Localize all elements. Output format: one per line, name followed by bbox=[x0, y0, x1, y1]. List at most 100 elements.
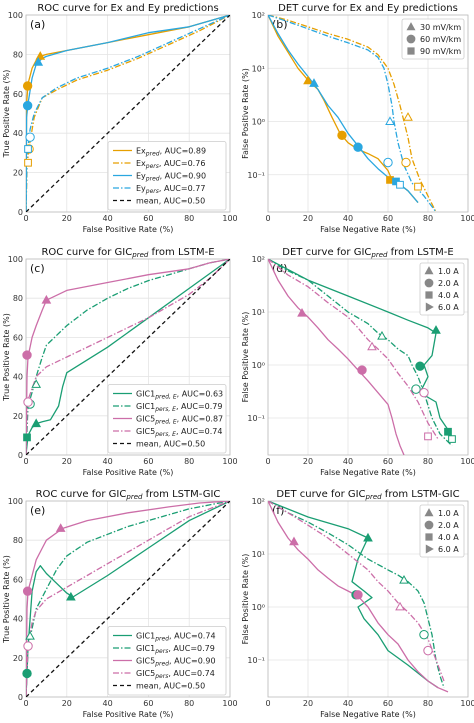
chart-title-sub: pred bbox=[125, 493, 143, 501]
legend-box bbox=[107, 626, 227, 696]
x-tick-label: 20 bbox=[62, 214, 72, 223]
data-marker-circle bbox=[357, 365, 367, 375]
x-tick-label: 80 bbox=[184, 214, 194, 223]
legend-suffix: , AUC=0.74 bbox=[168, 669, 215, 678]
legend-name: GIC1 bbox=[136, 632, 155, 641]
chart-title-text: DET curve for GIC bbox=[282, 247, 371, 258]
y-tick-label: 10¹ bbox=[252, 308, 265, 317]
x-axis-label: False Positive Rate (%) bbox=[83, 225, 174, 234]
data-marker-triangle bbox=[289, 536, 299, 546]
y-tick-label: 0 bbox=[18, 451, 23, 460]
y-tick-label: 40 bbox=[13, 373, 23, 382]
y-tick-label: 0 bbox=[18, 693, 23, 702]
legend-box bbox=[107, 141, 227, 211]
data-marker-square bbox=[396, 180, 404, 189]
data-marker-circle bbox=[22, 668, 32, 679]
legend-box bbox=[401, 18, 465, 60]
data-marker-triangle bbox=[31, 379, 42, 388]
legend-sub: pred, E bbox=[154, 394, 177, 401]
legend-sub: pers bbox=[145, 163, 159, 170]
legend-marker-triangle bbox=[424, 508, 434, 517]
legend-name: Ex bbox=[136, 159, 146, 168]
legend-marker-circle bbox=[406, 34, 416, 44]
data-marker-circle bbox=[383, 157, 393, 168]
y-tick-label: 20 bbox=[13, 412, 23, 421]
legend-sub: pers, E bbox=[154, 406, 176, 413]
chart-title-sub: pred bbox=[370, 251, 388, 259]
series-line-gic1-pred bbox=[268, 259, 453, 440]
x-axis-label: False Negative Rate (%) bbox=[320, 225, 416, 234]
legend-suffix: , AUC=0.50 bbox=[159, 440, 206, 449]
y-tick-label: 40 bbox=[13, 615, 23, 624]
chart-title-text: ROC curve for GIC bbox=[36, 489, 127, 500]
legend-name: Ex bbox=[136, 147, 146, 156]
chart-panel-f: 0 20 40 60 80 100 10⁻¹ 10⁰ 10¹ 10² False Negative … bbox=[241, 489, 474, 719]
x-tick-label: 0 bbox=[265, 699, 270, 708]
x-axis-label: False Positive Rate (%) bbox=[83, 710, 174, 719]
y-tick-label: 20 bbox=[13, 169, 23, 178]
x-tick-label: 100 bbox=[222, 214, 237, 223]
x-tick-label: 0 bbox=[265, 214, 270, 223]
x-tick-label: 100 bbox=[222, 699, 237, 708]
series-line-gic5 bbox=[26, 259, 230, 455]
panel-label: (a) bbox=[30, 18, 45, 31]
legend-name: mean bbox=[136, 440, 159, 449]
series-line-mean bbox=[26, 15, 230, 212]
y-axis-label: True Positive Rate (%) bbox=[2, 313, 11, 402]
plot-frame bbox=[267, 14, 469, 213]
data-marker-triangle bbox=[303, 75, 313, 85]
data-marker-triangle bbox=[31, 418, 42, 428]
series-line-gic1 bbox=[26, 259, 230, 455]
legend-entry: GIC5pers, E, AUC=0.74 bbox=[136, 427, 222, 438]
legend-name: Ey bbox=[136, 172, 146, 181]
data-marker-circle bbox=[423, 645, 433, 656]
x-tick-label: 40 bbox=[103, 457, 113, 466]
x-tick-label: 20 bbox=[303, 457, 313, 466]
data-marker-circle bbox=[353, 590, 363, 600]
plot-frame bbox=[25, 500, 231, 698]
x-tick-label: 60 bbox=[383, 214, 393, 223]
chart-title-tail: from LSTM-GIC bbox=[382, 489, 460, 500]
legend-name: GIC1 bbox=[136, 644, 155, 653]
legend-name: GIC5 bbox=[136, 669, 155, 678]
legend-entry: GIC1pers, AUC=0.79 bbox=[136, 644, 215, 655]
legend-sub: pred, E bbox=[154, 419, 177, 426]
chart-title-text: ROC curve for GIC bbox=[41, 247, 132, 258]
series-line-mean bbox=[26, 501, 230, 697]
chart-title-tail: from LSTM-E bbox=[387, 247, 453, 258]
legend-suffix: , AUC=0.87 bbox=[177, 415, 224, 424]
data-marker-square bbox=[23, 433, 31, 442]
legend-marker-square bbox=[425, 533, 433, 541]
x-tick-label: 20 bbox=[62, 699, 72, 708]
data-marker-circle bbox=[419, 387, 429, 398]
data-marker-triangle bbox=[399, 574, 409, 584]
legend-name: mean bbox=[136, 682, 159, 691]
x-tick-label: 100 bbox=[460, 214, 474, 223]
y-tick-label: 80 bbox=[13, 294, 23, 303]
x-tick-label: 80 bbox=[423, 214, 433, 223]
panel-label: (e) bbox=[30, 504, 45, 517]
y-tick-label: 10⁰ bbox=[252, 118, 265, 127]
legend-marker-circle bbox=[424, 520, 434, 530]
x-tick-label: 0 bbox=[23, 699, 28, 708]
chart-title-text: DET curve for Ex and Ey predictions bbox=[278, 3, 458, 14]
legend-entry: 4.0 A bbox=[438, 533, 459, 542]
legend-suffix: , AUC=0.50 bbox=[159, 682, 206, 691]
x-tick-label: 40 bbox=[343, 457, 353, 466]
chart-panel-b: 0 20 40 60 80 100 10⁻¹ 10⁰ 10¹ 10² False Negative … bbox=[241, 3, 474, 234]
legend-entry: Eypers, AUC=0.77 bbox=[136, 184, 205, 195]
legend-suffix: , AUC=0.90 bbox=[160, 172, 207, 181]
legend-entry: 1.0 A bbox=[438, 267, 459, 276]
x-tick-label: 80 bbox=[423, 457, 433, 466]
chart-title: ROC curve for GICpred from LSTM-E bbox=[41, 247, 214, 259]
y-tick-label: 10⁻¹ bbox=[247, 414, 265, 423]
legend-name: GIC5 bbox=[136, 415, 155, 424]
data-marker-circle bbox=[419, 629, 429, 640]
data-marker-square bbox=[414, 182, 422, 191]
x-tick-label: 80 bbox=[184, 457, 194, 466]
y-tick-label: 60 bbox=[13, 575, 23, 584]
legend-entry: 6.0 A bbox=[438, 545, 459, 554]
y-tick-label: 10⁰ bbox=[252, 603, 265, 612]
x-tick-label: 80 bbox=[184, 699, 194, 708]
y-axis-label: False Positive Rate (%) bbox=[241, 554, 250, 645]
